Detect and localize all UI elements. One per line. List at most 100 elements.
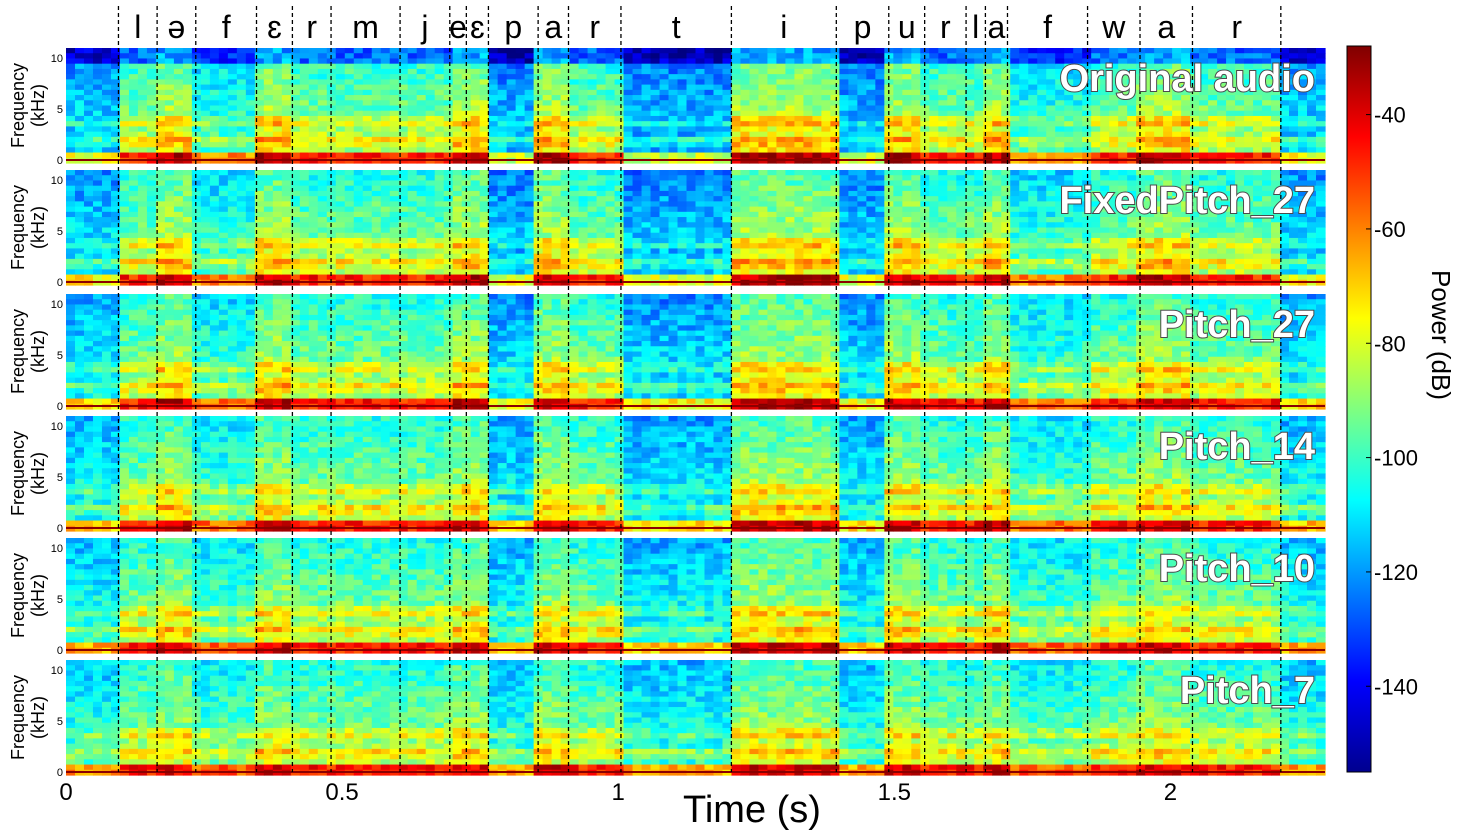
spectrogram-cell [398,105,409,112]
spectrogram-cell [596,95,607,101]
spectrogram-cell [434,196,445,202]
spectrogram-cell [947,126,957,133]
spectrogram-cell [182,175,193,182]
spectrogram-cell [893,142,903,148]
spectrogram-cell [209,58,220,65]
spectrogram-cell [551,201,562,208]
spectrogram-cell [398,53,409,60]
spectrogram-cell [1118,105,1128,112]
spectrogram-cell [236,74,247,80]
spectrogram-cell [659,232,670,239]
spectrogram-cell [884,142,894,148]
spectrogram-cell [677,121,688,128]
spectrogram-cell [1037,68,1047,75]
spectrogram-cell [650,121,661,128]
spectrogram-cell [947,115,957,122]
spectrogram-cell [308,115,319,122]
spectrogram-cell [587,53,598,60]
spectrogram-cell [272,269,283,276]
spectrogram-cell [308,95,319,101]
spectrogram-cell [299,68,310,75]
spectrogram-cell [1163,147,1173,154]
spectrogram-cell [1028,115,1038,122]
spectrogram-cell [587,258,598,265]
spectrogram-cell [740,136,751,143]
spectrogram-cell [92,131,103,138]
spectrogram-cell [119,269,130,276]
spectrogram-cell [452,142,463,148]
spectrogram-cell [416,253,427,260]
spectrogram-cell [1046,121,1056,128]
spectrogram-cell [965,68,975,75]
spectrogram-cell [560,185,571,192]
spectrogram-cell [227,253,238,260]
spectrogram-cell [749,63,760,70]
spectrogram-cell [965,105,975,112]
spectrogram-cell [758,180,769,187]
spectrogram-cell [560,180,571,187]
spectrogram-cell [182,110,193,117]
spectrogram-cell [191,170,202,176]
spectrogram-cell [317,48,328,54]
spectrogram-cell [92,63,103,70]
spectrogram-cell [686,248,697,255]
spectrogram-cell [497,175,508,182]
spectrogram-cell [389,152,400,159]
spectrogram-cell [1208,63,1218,70]
spectrogram-cell [668,63,679,70]
spectrogram-cell [452,170,463,176]
spectrogram-cell [776,63,787,70]
spectrogram-cell [191,264,202,270]
spectrogram-cell [695,63,706,70]
spectrogram-cell [119,126,130,133]
spectrogram-cell [407,84,418,91]
spectrogram-cell [1172,147,1182,154]
spectrogram-cell [146,84,157,91]
spectrogram-cell [191,152,202,159]
spectrogram-cell [1118,136,1128,143]
spectrogram-cell [704,53,715,60]
spectrogram-cell [137,100,148,107]
spectrogram-cell [1226,115,1236,122]
spectrogram-cell [533,105,544,112]
spectrogram-cell [236,217,247,223]
spectrogram-cell [596,269,607,276]
spectrogram-cell [758,142,769,148]
spectrogram-cell [101,190,112,197]
spectrogram-cell [587,110,598,117]
spectrogram-cell [344,264,355,270]
spectrogram-cell [704,253,715,260]
spectrogram-cell [74,68,85,75]
spectrogram-cell [191,258,202,265]
spectrogram-cell [236,115,247,122]
spectrogram-cell [1136,136,1146,143]
spectrogram-cell [380,243,391,250]
spectrogram-cell [227,142,238,148]
spectrogram-cell [767,196,778,202]
spectrogram-cell [434,105,445,112]
spectrogram-cell [929,58,939,65]
spectrogram-cell [578,258,589,265]
spectrogram-cell [605,232,616,239]
spectrogram-cell [623,170,634,176]
spectrogram-cell [983,110,993,117]
spectrogram-cell [263,79,274,86]
spectrogram-cell [695,227,706,234]
spectrogram-cell [236,211,247,218]
spectrogram-cell [137,170,148,176]
spectrogram-cell [1280,126,1290,133]
spectrogram-cell [200,248,211,255]
spectrogram-cell [974,58,984,65]
spectrogram-cell [614,89,625,96]
spectrogram-cell [821,63,831,70]
spectrogram-cell [281,121,292,128]
spectrogram-cell [470,126,481,133]
spectrogram-cell [587,68,598,75]
spectrogram-cell [281,95,292,101]
spectrogram-cell [218,131,229,138]
spectrogram-cell [758,206,769,213]
spectrogram-cell [335,190,346,197]
spectrogram-cell [92,170,103,176]
spectrogram-cell [110,131,121,138]
spectrogram-cell [146,243,157,250]
